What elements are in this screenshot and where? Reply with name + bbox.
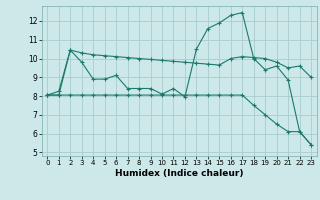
X-axis label: Humidex (Indice chaleur): Humidex (Indice chaleur) [115, 169, 244, 178]
